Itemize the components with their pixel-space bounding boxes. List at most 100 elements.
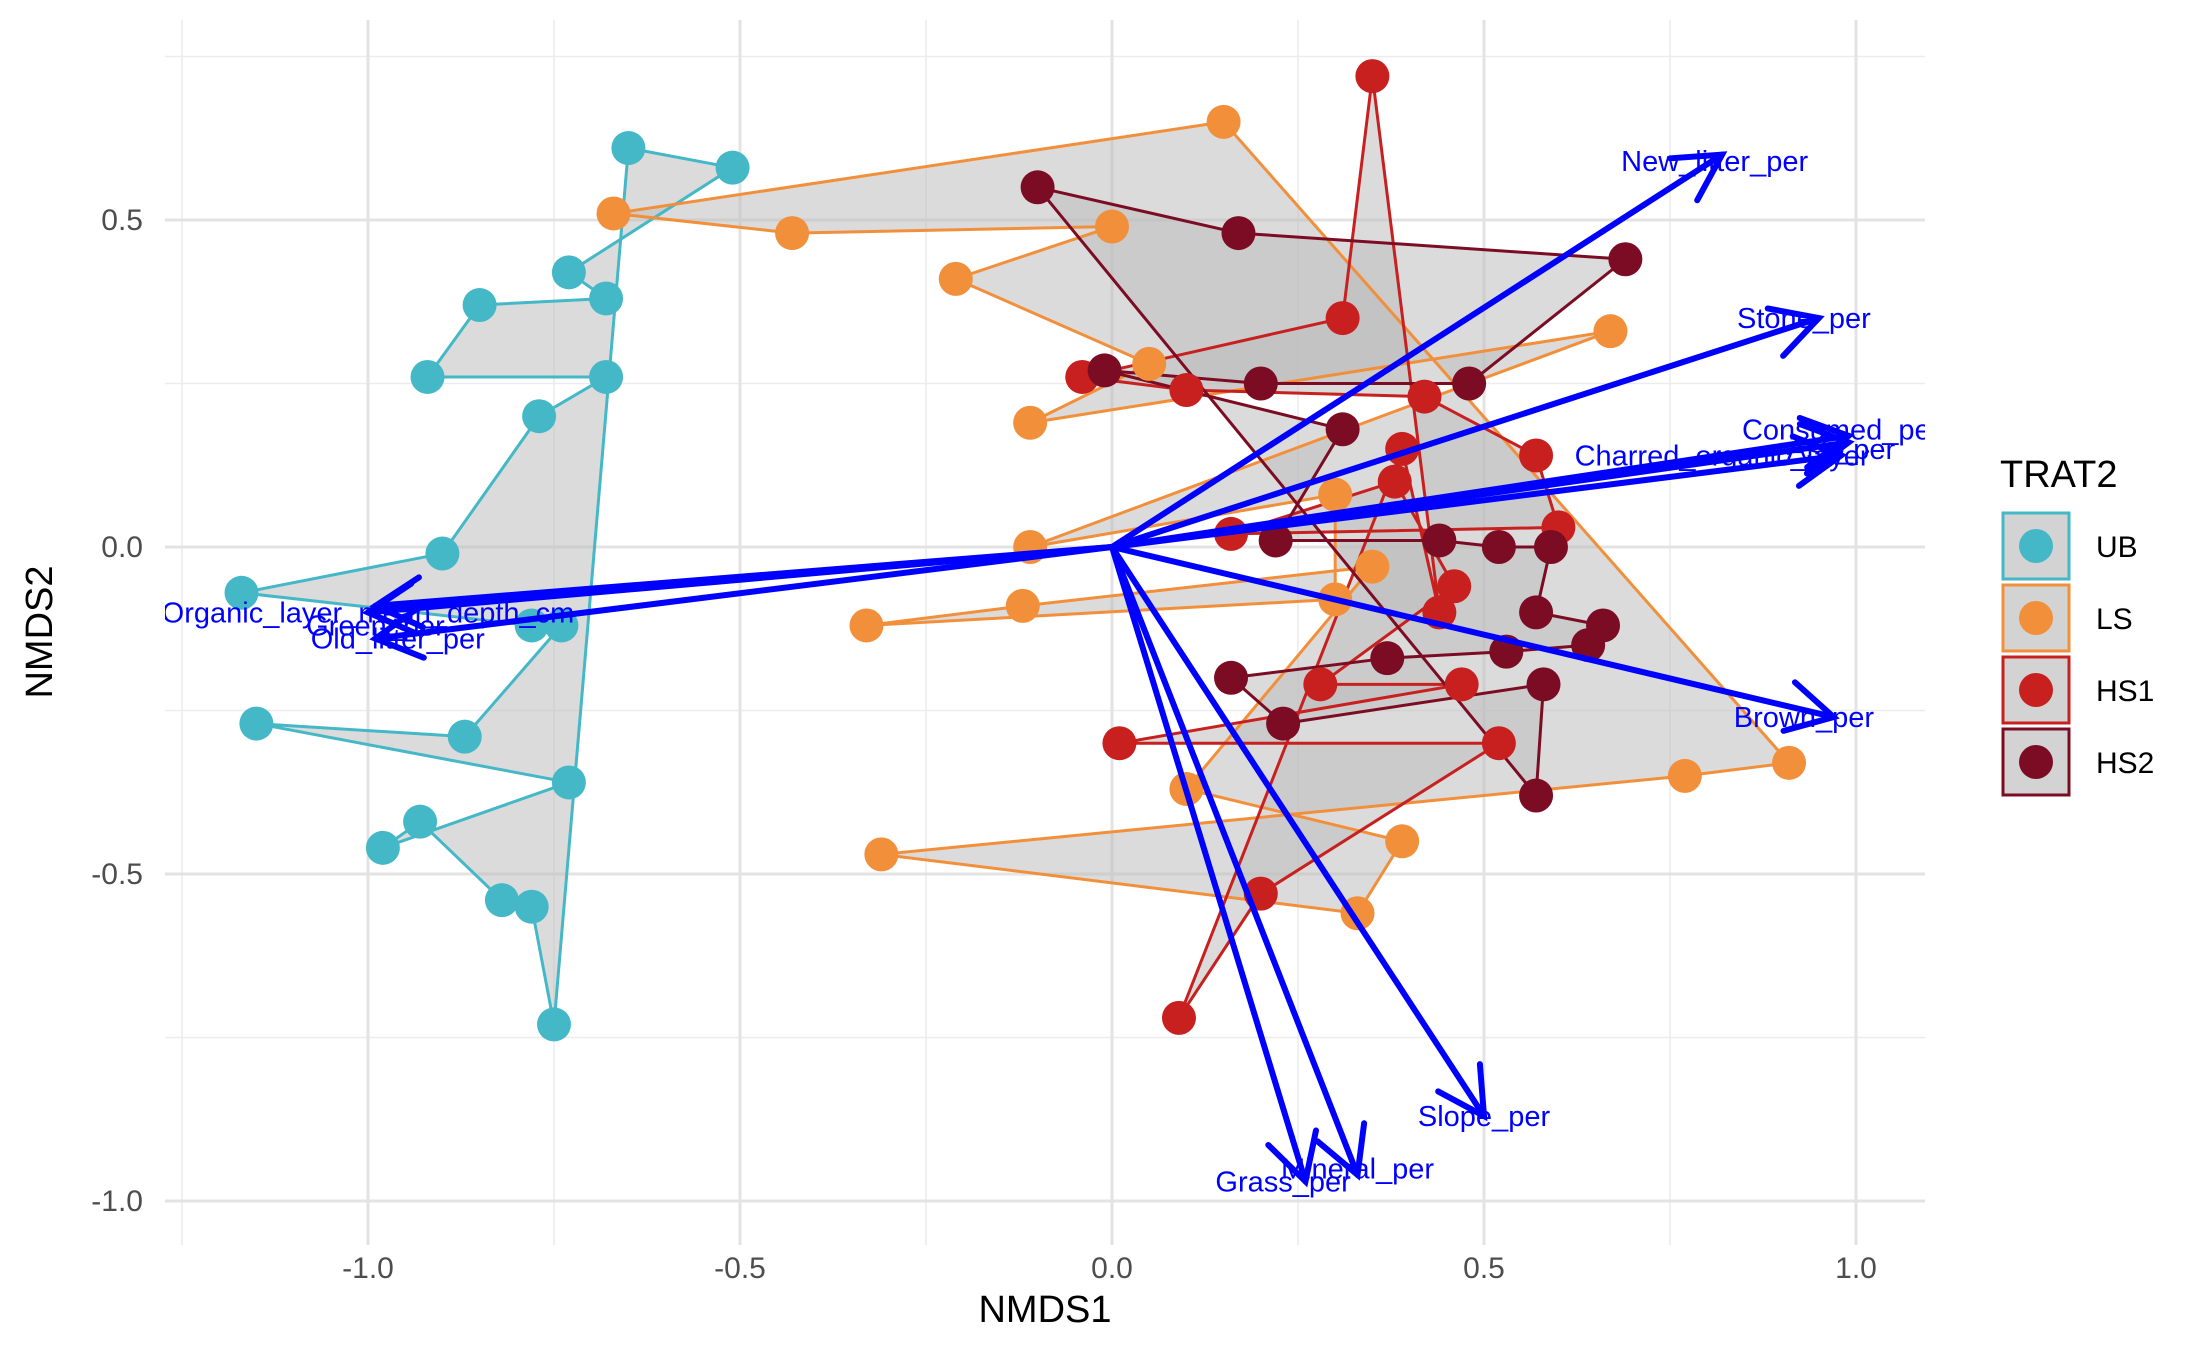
point-ub — [224, 575, 259, 610]
vector-organic-layer-mean-depth-cm — [361, 544, 1115, 637]
vector-label: Slope_per — [1418, 1101, 1551, 1133]
point-hs1 — [1444, 667, 1479, 702]
y-axis-title: NMDS2 — [19, 565, 61, 698]
point-ub — [239, 706, 274, 741]
point-hs1 — [1161, 1000, 1196, 1035]
env-vectors — [361, 151, 1855, 1188]
legend: TRAT2 UB LS HS1 HS2 — [2000, 454, 2154, 797]
legend-items: UB LS HS1 HS2 — [2001, 511, 2154, 797]
point-ub — [522, 399, 557, 434]
legend-key-point — [2019, 673, 2053, 707]
legend-label: UB — [2096, 531, 2138, 564]
vector-shaft — [1109, 544, 1487, 1119]
vector-arrowhead — [1796, 421, 1855, 477]
point-ls — [1005, 588, 1040, 623]
point-ls — [1772, 745, 1807, 780]
point-ub — [551, 255, 586, 290]
vector-arrowhead — [1314, 1120, 1368, 1181]
point-hs2 — [1243, 366, 1278, 401]
point-ub — [611, 131, 646, 166]
hull-hs1 — [1082, 76, 1559, 1018]
point-hs2 — [1020, 170, 1055, 205]
point-hs2 — [1266, 706, 1301, 741]
vector-arrowhead — [1764, 305, 1825, 359]
point-ls — [1095, 209, 1129, 244]
point-hs2 — [1214, 660, 1249, 695]
point-hs2 — [1370, 641, 1405, 676]
vector-arrowhead — [1667, 151, 1728, 204]
vector-label: Consumed_per — [1742, 414, 1941, 446]
vector-slope-per — [1109, 544, 1488, 1122]
point-hs1 — [1407, 379, 1442, 414]
y-tick-label: -1.0 — [91, 1185, 143, 1218]
vector-arrowhead — [1780, 679, 1840, 734]
y-axis-ticks: -1.0 -0.5 0.0 0.5 — [91, 204, 143, 1218]
legend-item-ls: LS — [2001, 583, 2133, 653]
legend-key-point — [2019, 745, 2053, 779]
point-ls — [1206, 104, 1241, 139]
vector-stone-per — [1109, 305, 1825, 550]
point-ub — [425, 536, 460, 571]
point-ub — [589, 359, 624, 394]
point-ub — [715, 150, 750, 185]
point-ub — [514, 889, 549, 924]
point-hs2 — [1258, 523, 1293, 558]
point-hs1 — [1169, 373, 1204, 408]
legend-key-point — [2019, 529, 2053, 563]
vector-brown-per — [1109, 544, 1840, 734]
env-vector-labels: New_litter_per Stone_per Consumed_perAsh_p… — [162, 146, 1941, 1198]
legend-label: HS1 — [2096, 675, 2154, 708]
vector-shaft — [365, 544, 1115, 616]
point-hs2 — [1526, 667, 1561, 702]
vector-label: Green_per — [306, 610, 445, 642]
hull-hs2 — [1037, 187, 1626, 796]
point-ls — [1593, 314, 1628, 349]
legend-label: HS2 — [2096, 747, 2154, 780]
legend-key-point — [2019, 601, 2053, 635]
point-ub — [365, 830, 400, 865]
point-ls — [1132, 346, 1167, 381]
point-ub — [551, 765, 586, 800]
vector-label: Charred_organic_layer — [1575, 440, 1870, 472]
vector-label: Old_litter_per — [311, 624, 485, 656]
point-ub — [589, 281, 624, 316]
vector-shaft — [1109, 544, 1361, 1178]
y-tick-label: 0.0 — [101, 531, 143, 564]
y-tick-label: -0.5 — [91, 858, 143, 891]
vector-label: Stone_per — [1737, 303, 1871, 335]
point-hs2 — [1481, 530, 1516, 564]
x-axis-ticks: -1.0 -0.5 0.0 0.5 1.0 — [342, 1252, 1877, 1285]
vector-shaft — [1109, 315, 1822, 550]
point-ls — [1013, 405, 1048, 440]
point-ub — [537, 1007, 571, 1042]
vector-shaft — [1109, 151, 1726, 550]
point-hs1 — [1325, 301, 1360, 336]
point-ls — [775, 216, 810, 251]
point-ub — [403, 804, 438, 839]
vector-charred-organic-layer — [1109, 433, 1848, 550]
vector-label: Organic_layer_mean_depth_cm — [162, 597, 575, 629]
point-hs2 — [1519, 778, 1554, 813]
point-ub — [410, 359, 445, 394]
point-hs1 — [1102, 726, 1137, 761]
point-ls — [1667, 758, 1702, 793]
legend-item-hs1: HS1 — [2001, 655, 2154, 725]
point-hs2 — [1422, 523, 1457, 558]
vector-grass-per — [1109, 544, 1319, 1188]
point-hs1 — [1355, 59, 1390, 94]
point-ls — [596, 196, 631, 231]
point-hs2 — [1571, 628, 1606, 663]
point-hs2 — [1608, 242, 1643, 277]
point-hs2 — [1533, 530, 1568, 564]
y-tick-label: 0.5 — [101, 204, 143, 237]
vector-arrowhead — [1789, 433, 1848, 489]
point-hs2 — [1087, 353, 1122, 388]
legend-item-hs2: HS2 — [2001, 727, 2154, 797]
point-ls — [1385, 824, 1420, 859]
x-tick-label: 0.0 — [1091, 1252, 1133, 1285]
vector-label: Mineral_per — [1281, 1153, 1434, 1185]
x-tick-label: 0.5 — [1463, 1252, 1505, 1285]
vector-new-litter-per — [1109, 151, 1728, 550]
x-tick-label: 1.0 — [1835, 1252, 1877, 1285]
